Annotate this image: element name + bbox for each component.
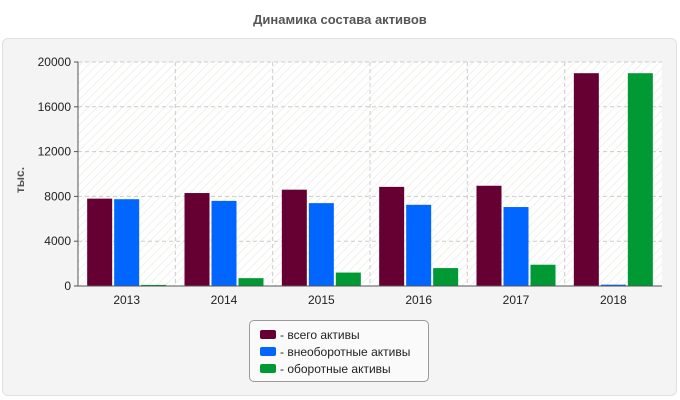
y-tick-labels: 0 4000 8000 12000 16000 20000 xyxy=(38,55,72,293)
legend-item-total: - всего активы xyxy=(260,326,428,343)
y-axis-label: тыс. xyxy=(8,150,32,210)
x-tick-labels: 2013 2014 2015 2016 2017 2018 xyxy=(113,293,627,307)
axes xyxy=(74,61,662,287)
x-tick-label: 2016 xyxy=(405,293,432,307)
bar-2-2016 xyxy=(433,268,459,286)
bar-2-2014 xyxy=(238,278,264,286)
legend-swatch-total xyxy=(260,330,276,339)
bar-0-2017 xyxy=(476,185,502,286)
y-tick-label: 8000 xyxy=(44,189,71,203)
legend-swatch-noncurrent xyxy=(260,347,276,356)
bar-1-2018 xyxy=(600,284,626,286)
bar-2-2013 xyxy=(141,284,167,286)
y-tick-label: 20000 xyxy=(38,55,72,69)
x-tick-label: 2017 xyxy=(503,293,530,307)
x-tick-label: 2015 xyxy=(308,293,335,307)
legend: - всего активы - внеоборотные активы - о… xyxy=(249,320,429,382)
bar-0-2015 xyxy=(281,189,307,286)
chart-title: Динамика состава активов xyxy=(253,12,427,27)
gridlines xyxy=(78,61,662,286)
legend-label-noncurrent: - внеоборотные активы xyxy=(280,344,411,359)
y-axis-label-text: тыс. xyxy=(13,166,27,194)
y-tick-label: 16000 xyxy=(38,100,72,114)
bar-2-2015 xyxy=(335,272,361,286)
bars xyxy=(87,73,653,286)
legend-item-current: - оборотные активы xyxy=(260,360,428,377)
legend-label-total: - всего активы xyxy=(280,327,360,342)
legend-label-current: - оборотные активы xyxy=(280,361,391,376)
legend-swatch-current xyxy=(260,364,276,373)
x-tick-label: 2013 xyxy=(113,293,140,307)
bar-1-2014 xyxy=(211,200,237,286)
bar-0-2014 xyxy=(184,193,210,286)
x-tick-label: 2018 xyxy=(600,293,627,307)
bar-2-2018 xyxy=(627,73,653,286)
x-tick-label: 2014 xyxy=(211,293,238,307)
bar-1-2016 xyxy=(406,204,432,286)
bar-0-2016 xyxy=(379,186,405,286)
y-tick-label: 12000 xyxy=(38,145,72,159)
bar-1-2013 xyxy=(114,199,140,286)
bar-2-2017 xyxy=(530,264,556,286)
bar-1-2017 xyxy=(503,207,529,286)
y-tick-label: 4000 xyxy=(44,234,71,248)
y-tick-label: 0 xyxy=(64,279,71,293)
bar-0-2018 xyxy=(573,73,599,286)
legend-item-noncurrent: - внеоборотные активы xyxy=(260,343,428,360)
bar-1-2015 xyxy=(308,203,334,286)
bar-0-2013 xyxy=(87,198,113,286)
